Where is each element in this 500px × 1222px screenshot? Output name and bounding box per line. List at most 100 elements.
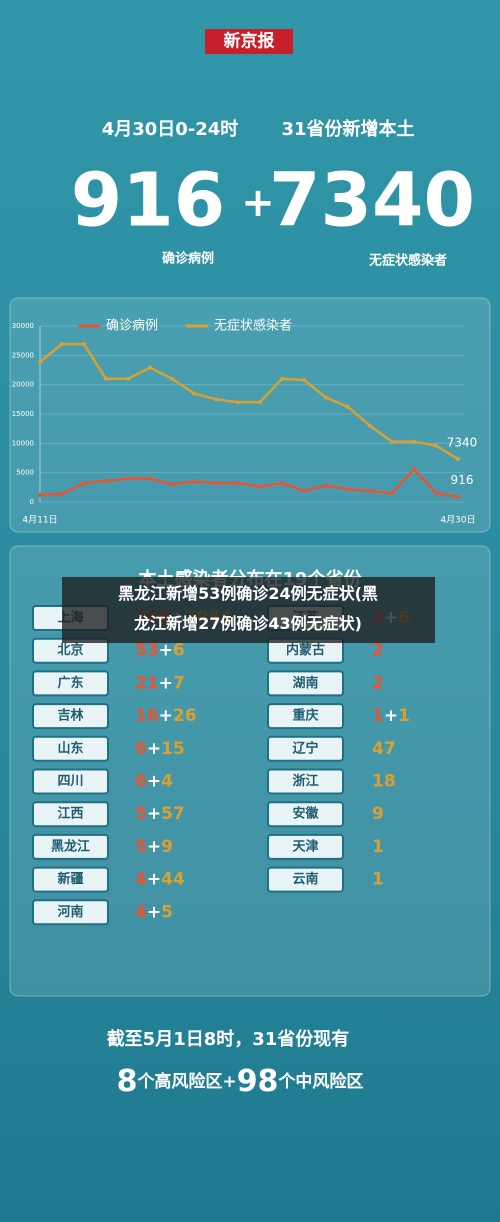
confirmed-count: 2 — [372, 641, 384, 661]
asymptomatic-count: 7 — [173, 673, 185, 693]
confirmed-label: 确诊病例 — [162, 251, 214, 267]
asymptomatic-count: 1 — [372, 837, 384, 857]
province-name: 安徽 — [292, 806, 319, 822]
province-count: 1 — [372, 870, 384, 890]
y-tick-label: 30000 — [12, 322, 34, 330]
province-name: 广东 — [57, 675, 83, 691]
province-count: 5+57 — [135, 804, 185, 824]
asymptomatic-count: 15 — [161, 739, 185, 759]
mid-count: 98 — [237, 1064, 279, 1099]
plus: + — [159, 706, 173, 726]
point — [280, 481, 284, 486]
point — [456, 494, 460, 499]
province-name: 黑龙江 — [51, 838, 90, 854]
point — [434, 491, 438, 496]
province-badge — [32, 768, 109, 795]
asymptomatic-count: 26 — [173, 706, 197, 726]
point — [368, 488, 372, 493]
asymptomatic-count: 6 — [173, 641, 185, 661]
point — [412, 439, 416, 444]
plus: + — [147, 739, 161, 759]
point — [60, 342, 64, 347]
y-tick-label: 15000 — [12, 410, 34, 418]
point — [236, 400, 240, 405]
province-name: 重庆 — [292, 708, 318, 724]
point — [38, 492, 42, 497]
plus: + — [384, 706, 398, 726]
province-name: 吉林 — [57, 708, 83, 724]
province-badge — [267, 670, 344, 697]
point — [82, 342, 86, 347]
point — [434, 443, 438, 448]
point — [192, 479, 196, 484]
asymptomatic-count: 9 — [161, 837, 173, 857]
point — [126, 376, 130, 381]
confirmed-count: 5 — [135, 837, 147, 857]
point — [60, 491, 64, 496]
province-count: 2 — [372, 673, 384, 693]
confirmed-count: 4 — [135, 902, 147, 922]
province-count: 1+1 — [372, 706, 410, 726]
point — [346, 404, 350, 409]
point — [412, 467, 416, 472]
province-count: 47 — [372, 739, 396, 759]
province-count: 21+7 — [135, 673, 185, 693]
y-tick-label: 20000 — [12, 381, 34, 389]
province-count: 6+15 — [135, 739, 185, 759]
province-badge — [267, 703, 344, 730]
plus: + — [147, 870, 161, 890]
point — [214, 481, 218, 486]
point — [104, 376, 108, 381]
confirmed-count: 21 — [135, 673, 159, 693]
line-chart: 0 5000 10000 15000 20000 25000 30000 4月11日 4月30日… — [12, 318, 478, 526]
asymptomatic-label: 无症状感染者 — [368, 253, 447, 269]
distribution-panel — [9, 545, 491, 997]
asymptomatic-count: 18 — [372, 772, 396, 792]
province-badge — [32, 833, 109, 860]
point — [258, 400, 262, 405]
province-count: 1 — [372, 837, 384, 857]
point — [280, 376, 284, 381]
confirmed-count: 1 — [372, 706, 384, 726]
y-tick-label: 5000 — [16, 469, 34, 477]
asymptomatic-count: 57 — [161, 804, 185, 824]
province-count: 9 — [372, 804, 384, 824]
confirmed-total: 916 — [71, 158, 225, 244]
footer-line: 截至5月1日8时，31省份现有 — [107, 1028, 350, 1050]
province-badge — [32, 866, 109, 893]
province-name: 浙江 — [292, 773, 318, 789]
confirmed-count: 2 — [372, 673, 384, 693]
point — [82, 481, 86, 486]
overlay-caption: 黑龙江新增53例确诊24例无症状(黑龙江新增27例确诊43例无症状) — [118, 584, 378, 633]
province-count: 2 — [372, 641, 384, 661]
y-tick-label: 0 — [30, 498, 34, 506]
confirmed-count: 6 — [135, 772, 147, 792]
plus: + — [159, 641, 173, 661]
asymptomatic-total: 7340 — [269, 158, 475, 244]
province-name: 江西 — [57, 806, 83, 822]
province-name: 河南 — [57, 904, 83, 920]
confirmed-count: 5 — [135, 804, 147, 824]
asymptomatic-count: 1 — [372, 870, 384, 890]
series-line — [39, 342, 459, 461]
end-label: 7340 — [447, 435, 478, 449]
province-list: 上海788+7084北京53+6广东21+7吉林16+26山东6+15四川6+4… — [32, 605, 410, 926]
point — [170, 482, 174, 487]
mid-label: 个中风险区 — [277, 1071, 363, 1092]
point — [324, 395, 328, 400]
province-name: 湖南 — [292, 675, 318, 691]
province-count: 4+44 — [135, 870, 185, 890]
point — [148, 365, 152, 370]
point — [346, 487, 350, 492]
point — [390, 439, 394, 444]
province-badge — [267, 735, 344, 762]
point — [126, 476, 130, 481]
time: 4月30日0-24时 — [102, 119, 239, 140]
point — [302, 377, 306, 382]
scope: 31省份新增本土 — [281, 118, 414, 140]
province-badge — [267, 768, 344, 795]
asymptomatic-count: 1 — [398, 706, 410, 726]
point — [38, 359, 42, 364]
province-count: 6+4 — [135, 772, 173, 792]
